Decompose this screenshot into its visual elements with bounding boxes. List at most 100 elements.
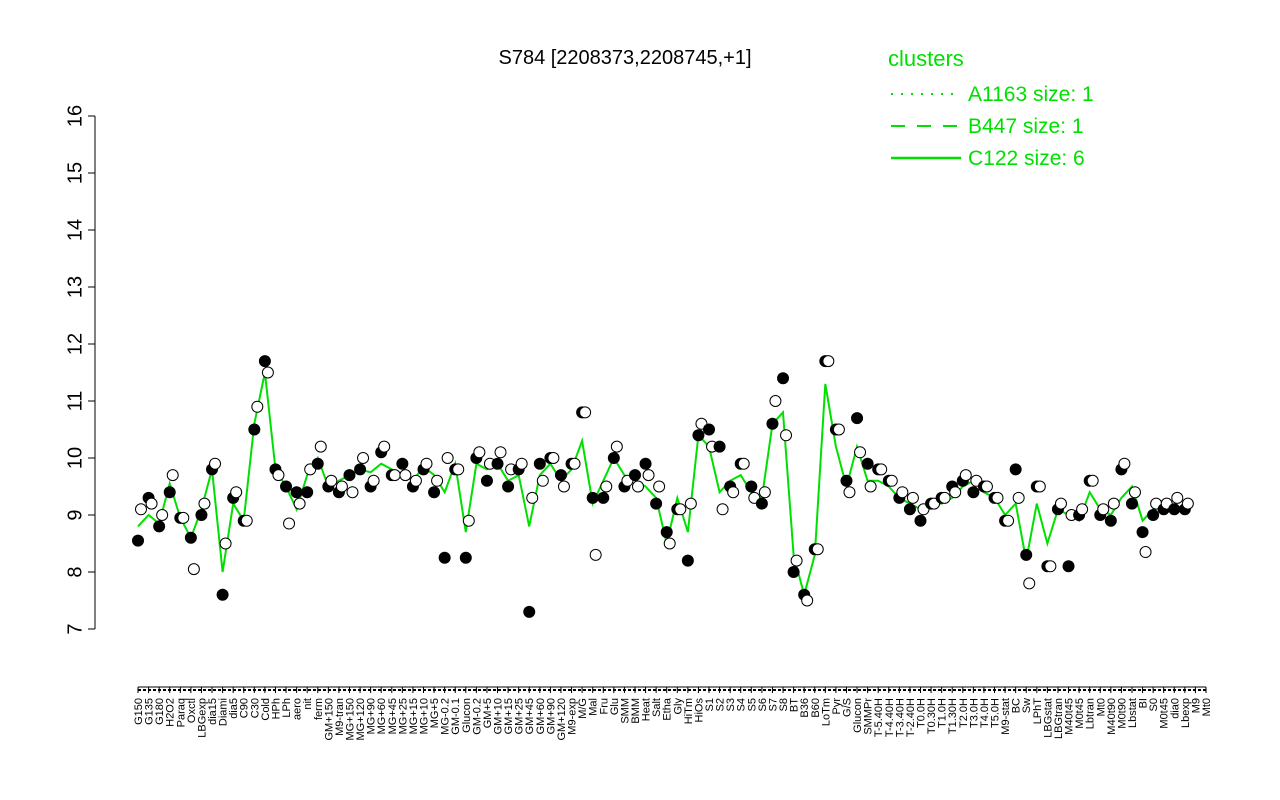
x-tick-label: T-2.40H <box>905 698 917 737</box>
point-filled <box>428 486 441 499</box>
point-open <box>209 457 222 470</box>
point-open <box>716 503 729 516</box>
x-tick-label: LBGexp <box>196 698 208 738</box>
x-tick-label: dia0 <box>1169 698 1181 719</box>
point-filled <box>903 503 916 516</box>
point-filled <box>851 412 864 425</box>
x-tick-label: Fru <box>598 698 610 715</box>
point-filled <box>967 486 980 499</box>
point-open <box>949 486 962 499</box>
point-open <box>388 469 401 482</box>
point-open <box>875 463 888 476</box>
x-tick-label: M9-tran <box>334 698 346 736</box>
x-tick-label: aero <box>292 698 304 720</box>
x-tick-label: S4 <box>736 698 748 711</box>
x-tick-label: HiTm <box>683 698 695 724</box>
data-points <box>132 355 1194 618</box>
y-tick-label: 15 <box>64 162 86 184</box>
x-tick-label: Paraq <box>175 698 187 727</box>
x-tick-label: M0t45 <box>1159 698 1171 729</box>
point-open <box>251 400 264 413</box>
x-tick-label: Lbstat <box>1127 698 1139 728</box>
point-filled <box>280 480 293 493</box>
point-open <box>589 548 602 561</box>
x-tick-label: M/G <box>577 698 589 719</box>
point-open <box>219 537 232 550</box>
y-tick-label: 9 <box>64 509 86 520</box>
x-tick-label: S3 <box>725 698 737 711</box>
point-filled <box>597 491 610 504</box>
point-open <box>1086 474 1099 487</box>
x-tick-label: Sw <box>1021 698 1033 713</box>
x-tick-label: G180 <box>154 698 166 725</box>
point-filled <box>755 497 768 510</box>
point-open <box>663 537 676 550</box>
x-tick-label: GM+120 <box>556 698 568 741</box>
point-open <box>367 474 380 487</box>
point-filled <box>713 440 726 453</box>
point-open <box>780 429 793 442</box>
point-open <box>854 446 867 459</box>
x-tick-label: MG+15 <box>408 698 420 734</box>
point-filled <box>745 480 758 493</box>
point-open <box>896 486 909 499</box>
point-open <box>832 423 845 436</box>
point-open <box>959 469 972 482</box>
point-filled <box>1136 526 1149 539</box>
point-open <box>980 480 993 493</box>
point-open <box>293 497 306 510</box>
x-tick-label: GM-0.2 <box>471 698 483 735</box>
point-open <box>1128 486 1141 499</box>
point-open <box>769 395 782 407</box>
x-tick-label: T0.0H <box>915 698 927 728</box>
y-tick-label: 11 <box>64 391 86 412</box>
point-filled <box>586 491 599 504</box>
x-tick-label: T1.0H <box>937 698 949 728</box>
chart-title: S784 [2208373,2208745,+1] <box>498 47 751 69</box>
x-tick-label: Cold <box>260 698 272 721</box>
point-open <box>166 469 179 482</box>
point-open <box>335 480 348 493</box>
x-tick-label: LoTm <box>820 698 832 726</box>
y-tick-label: 14 <box>64 219 86 241</box>
x-tick-label: GM+90 <box>545 698 557 734</box>
x-tick-label: MG+25 <box>397 698 409 734</box>
x-tick-label: M0t45 <box>1074 698 1086 729</box>
point-filled <box>216 588 229 601</box>
x-tick-label: T3.0H <box>968 698 980 728</box>
point-open <box>452 463 465 476</box>
point-filled <box>766 417 779 430</box>
x-tick-label: S8 <box>778 698 790 711</box>
x-tick-label: S5 <box>746 698 758 711</box>
point-open <box>885 474 898 487</box>
x-tick-label: GM-0.1 <box>450 698 462 735</box>
point-filled <box>184 531 197 544</box>
point-open <box>494 446 507 459</box>
x-tick-label: GM+60 <box>535 698 547 734</box>
point-open <box>177 511 190 524</box>
x-tick-label: LBGtran <box>1053 698 1065 739</box>
x-axis: G150G135G180H2O2ParaqOxctlLBGexpdia15Dia… <box>133 687 1213 741</box>
x-tick-label: Pyr <box>831 698 843 715</box>
point-filled <box>343 469 356 482</box>
x-tick-label: GM+45 <box>524 698 536 734</box>
point-open <box>346 486 359 499</box>
x-tick-label: GM+5 <box>482 698 494 728</box>
point-open <box>135 503 147 516</box>
x-tick-label: T2.0H <box>958 698 970 728</box>
x-tick-label: MG-0.2 <box>440 698 452 735</box>
y-tick-label: 8 <box>64 566 86 577</box>
x-tick-label: S6 <box>757 698 769 711</box>
point-open <box>843 486 856 499</box>
point-filled <box>1062 560 1075 573</box>
x-tick-label: Glucon <box>852 698 864 733</box>
x-tick-label: MG+10 <box>419 698 431 734</box>
x-tick-label: HiOs <box>693 698 705 723</box>
point-open <box>441 452 454 464</box>
point-open <box>1181 497 1194 510</box>
point-filled <box>607 452 620 464</box>
x-tick-label: G135 <box>144 698 156 725</box>
point-filled <box>692 429 705 442</box>
y-tick-label: 7 <box>64 623 86 634</box>
point-open <box>557 480 570 493</box>
